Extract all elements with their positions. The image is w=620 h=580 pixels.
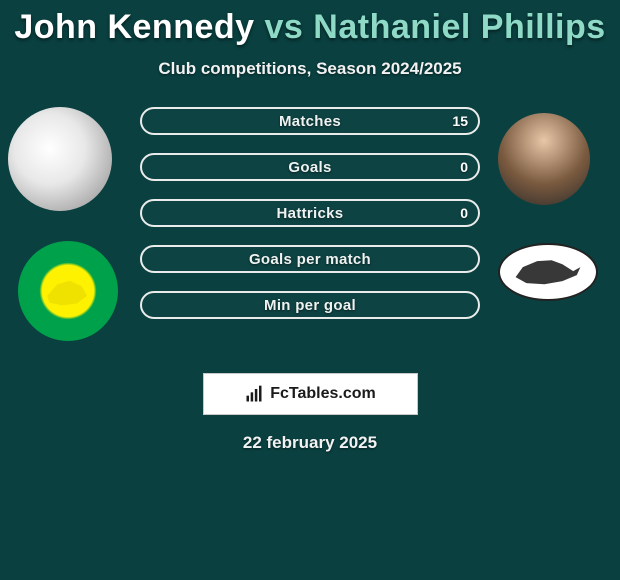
stat-row-goals: Goals 0 xyxy=(140,153,480,181)
stat-label: Matches xyxy=(279,113,341,130)
stat-label: Hattricks xyxy=(277,205,344,222)
stat-right-value: 0 xyxy=(460,201,468,225)
stat-right-value: 15 xyxy=(452,109,468,133)
player1-club-badge xyxy=(18,241,118,341)
comparison-panel: Matches 15 Goals 0 Hattricks 0 Goals per… xyxy=(0,107,620,367)
player2-name: Nathaniel Phillips xyxy=(313,8,605,46)
stat-row-matches: Matches 15 xyxy=(140,107,480,135)
brand-box[interactable]: FcTables.com xyxy=(203,373,418,415)
player1-name: John Kennedy xyxy=(14,8,254,46)
vs-separator: vs xyxy=(265,8,304,46)
stat-row-hattricks: Hattricks 0 xyxy=(140,199,480,227)
stat-label: Goals xyxy=(288,159,331,176)
stat-row-min-per-goal: Min per goal xyxy=(140,291,480,319)
stats-list: Matches 15 Goals 0 Hattricks 0 Goals per… xyxy=(140,107,480,337)
stat-label: Goals per match xyxy=(249,251,371,268)
chart-icon xyxy=(244,384,264,404)
page-title: John Kennedy vs Nathaniel Phillips xyxy=(0,0,620,47)
stat-row-goals-per-match: Goals per match xyxy=(140,245,480,273)
player2-club-badge xyxy=(498,243,598,301)
player1-avatar xyxy=(8,107,112,211)
stat-right-value: 0 xyxy=(460,155,468,179)
player2-avatar xyxy=(498,113,590,205)
brand-text: FcTables.com xyxy=(270,385,376,403)
stat-label: Min per goal xyxy=(264,297,356,314)
subtitle: Club competitions, Season 2024/2025 xyxy=(0,59,620,79)
date-text: 22 february 2025 xyxy=(0,433,620,453)
